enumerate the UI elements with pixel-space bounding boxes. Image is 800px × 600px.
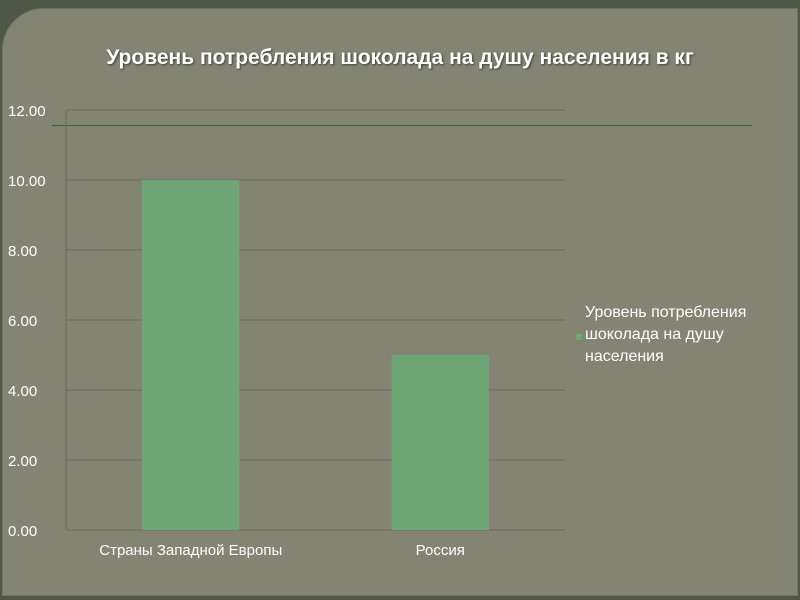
y-tick-label: 6.00 [8,313,37,330]
bar [142,180,240,530]
chart-title: Уровень потребления шоколада на душу нас… [106,46,694,69]
y-tick-label: 10.00 [8,173,46,190]
accent-line [52,125,752,126]
y-tick-label: 8.00 [8,243,37,260]
y-tick-label: 12.00 [8,103,46,120]
bars [142,180,489,530]
y-tick-label: 4.00 [8,383,37,400]
x-category-label: Россия [416,542,465,559]
legend-swatch [576,334,582,340]
gridlines [65,109,565,531]
bar [391,355,489,530]
y-axis-ticks: 0.00 2.00 4.00 6.00 8.00 10.00 12.00 [8,103,46,540]
legend-label: Уровень потребления шоколада на душу нас… [585,304,747,365]
y-tick-label: 2.00 [8,453,37,470]
y-tick-label: 0.00 [8,523,37,540]
x-axis-categories: Страны Западной Европы Россия [99,542,465,559]
x-category-label: Страны Западной Европы [99,542,282,559]
